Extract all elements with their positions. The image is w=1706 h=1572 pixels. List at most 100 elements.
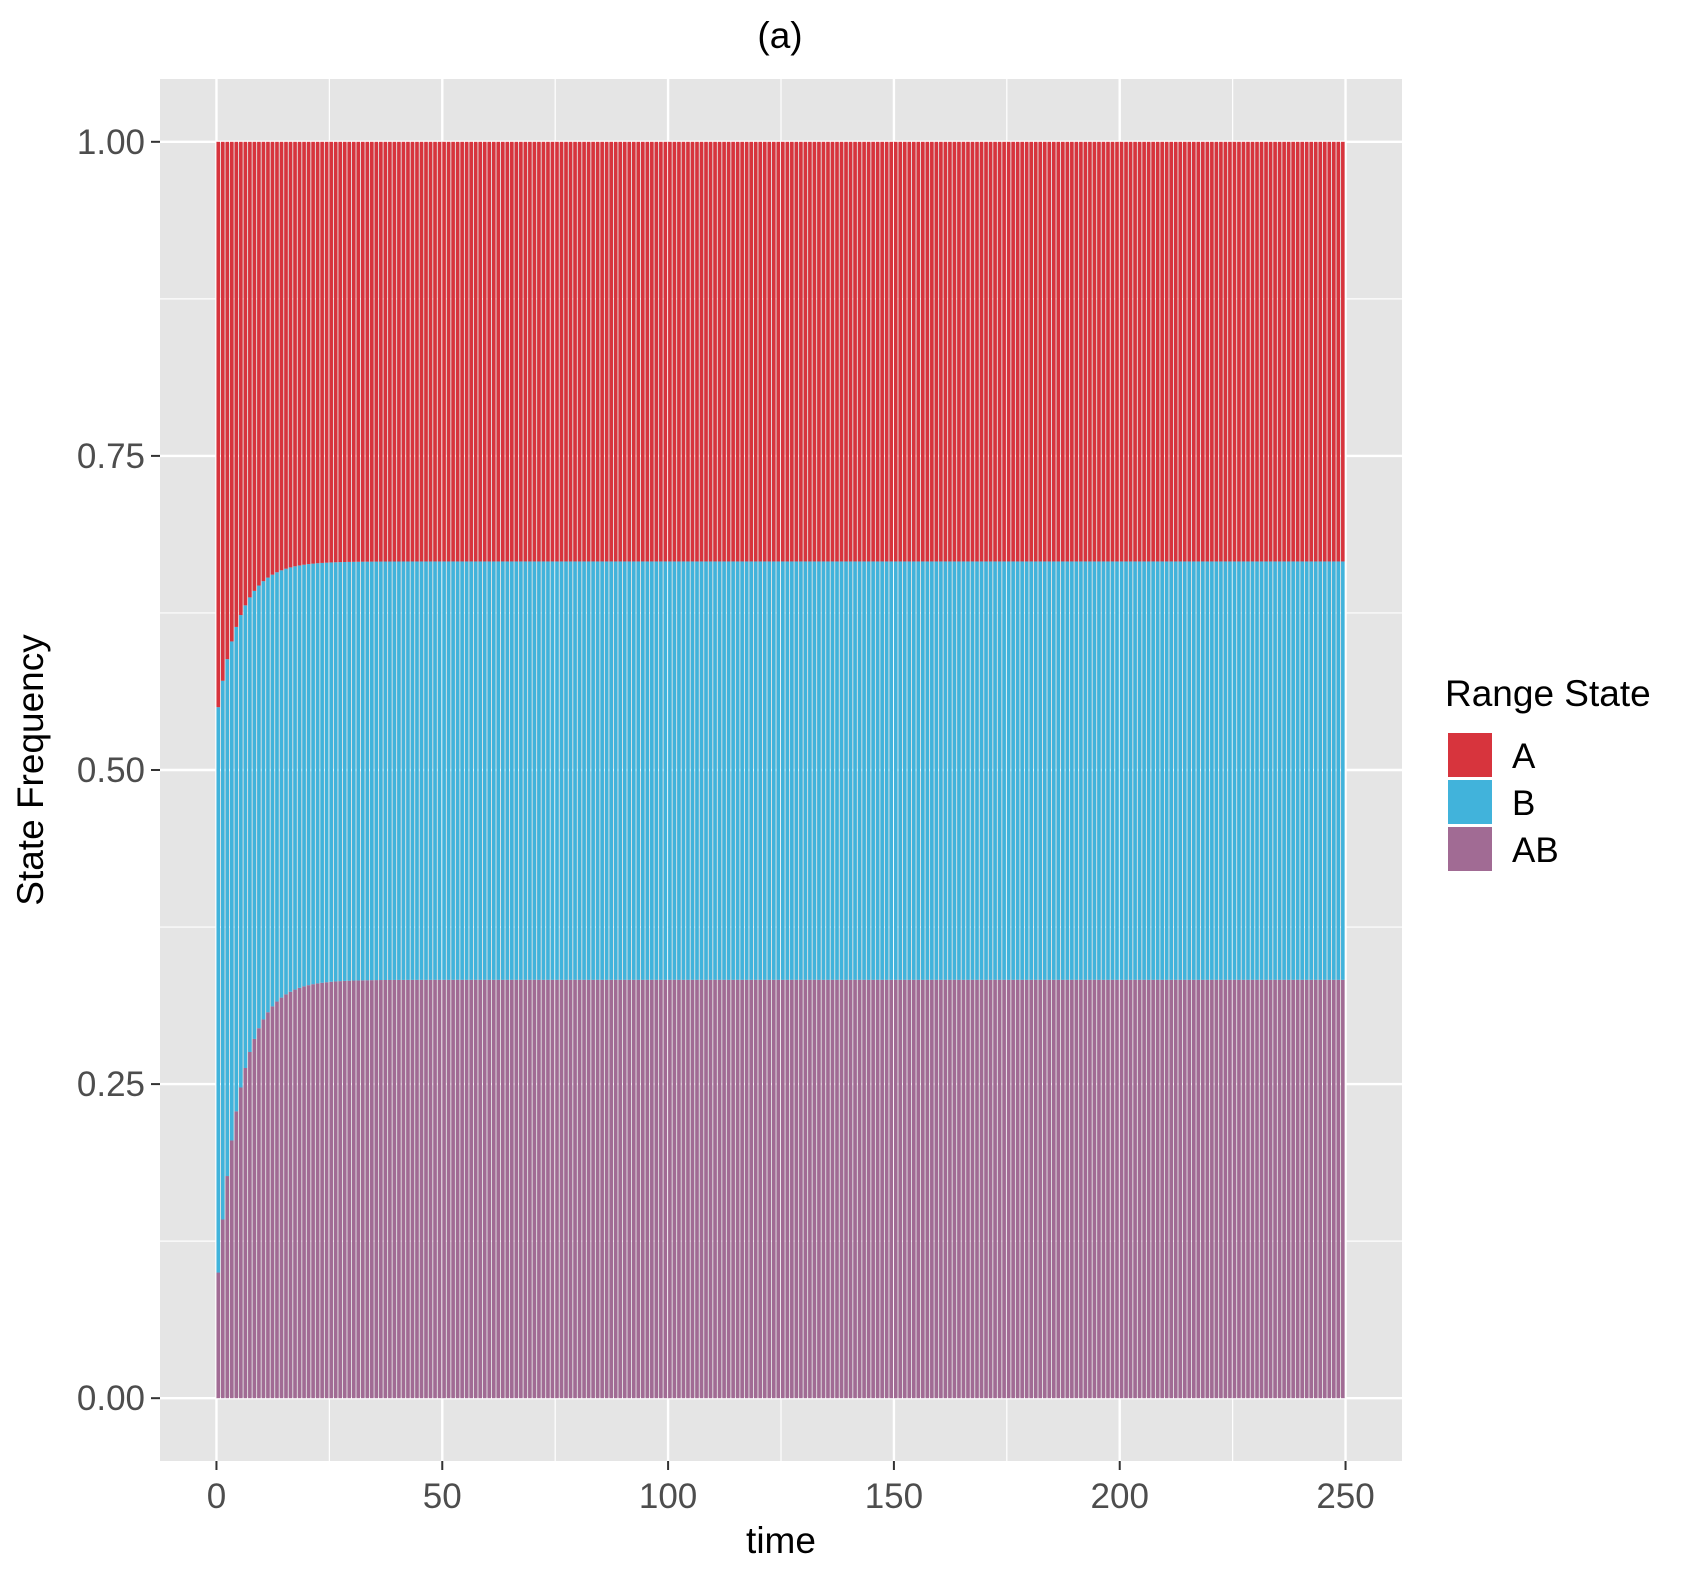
bar-B — [803, 561, 808, 980]
bar-AB — [622, 979, 627, 1399]
bar-AB — [762, 979, 767, 1399]
bar-B — [1119, 561, 1124, 980]
bar-AB — [609, 979, 613, 1399]
bar-AB — [1259, 979, 1264, 1399]
bar-A — [695, 141, 699, 562]
bar-AB — [781, 979, 785, 1399]
bar-B — [586, 561, 591, 980]
bar-A — [1232, 141, 1237, 562]
bar-AB — [1065, 979, 1070, 1399]
bar-B — [523, 561, 528, 980]
bar-AB — [717, 979, 722, 1399]
bar-B — [934, 561, 939, 980]
bar-A — [1106, 141, 1110, 562]
x-tick-label: 100 — [639, 1477, 697, 1516]
bar-A — [848, 141, 853, 562]
bar-AB — [1219, 979, 1223, 1399]
bar-AB — [555, 979, 559, 1399]
bar-B — [1024, 561, 1029, 980]
bar-AB — [970, 979, 975, 1399]
bar-A — [270, 141, 275, 575]
bar-AB — [1187, 979, 1192, 1399]
bar-AB — [469, 979, 473, 1399]
bar-AB — [803, 979, 808, 1399]
bar-A — [1006, 141, 1011, 562]
bar-AB — [1137, 979, 1142, 1399]
bar-B — [1178, 561, 1183, 980]
bar-B — [388, 561, 392, 980]
bar-B — [568, 561, 573, 980]
bar-B — [1133, 561, 1137, 980]
bar-A — [866, 141, 871, 562]
plot-title: (a) — [757, 15, 802, 56]
bar-A — [1214, 141, 1219, 562]
legend-key-A — [1448, 733, 1492, 777]
bar-A — [1142, 141, 1146, 562]
bar-B — [1277, 561, 1282, 980]
bar-B — [830, 561, 835, 980]
bar-AB — [1164, 979, 1169, 1399]
bar-B — [631, 561, 636, 980]
bar-B — [1295, 561, 1300, 980]
bar-A — [546, 141, 550, 562]
bar-AB — [722, 979, 726, 1399]
bar-A — [790, 141, 794, 562]
bar-AB — [844, 979, 848, 1399]
bar-A — [1318, 141, 1323, 562]
bar-AB — [410, 979, 415, 1399]
bar-B — [677, 561, 681, 980]
bar-A — [1024, 141, 1029, 562]
bar-B — [559, 561, 564, 980]
bar-B — [681, 561, 686, 980]
bar-B — [1273, 561, 1277, 980]
bar-AB — [699, 979, 704, 1399]
bar-A — [902, 141, 907, 562]
bar-B — [306, 564, 311, 986]
bar-AB — [311, 984, 315, 1399]
x-tick-label: 250 — [1316, 1477, 1374, 1516]
bar-AB — [1246, 979, 1250, 1399]
bar-B — [252, 590, 257, 1039]
bar-AB — [338, 981, 343, 1399]
bar-A — [306, 141, 311, 565]
bar-B — [686, 561, 690, 980]
bar-A — [984, 141, 988, 562]
bar-B — [1255, 561, 1259, 980]
bar-AB — [1124, 979, 1128, 1399]
bar-B — [1201, 561, 1205, 980]
bar-AB — [1309, 979, 1314, 1399]
bar-B — [722, 561, 726, 980]
bar-A — [717, 141, 722, 562]
bar-A — [600, 141, 604, 562]
bar-AB — [1083, 979, 1088, 1399]
bar-A — [532, 141, 537, 562]
bar-A — [347, 141, 352, 562]
bar-A — [604, 141, 609, 562]
bar-AB — [342, 980, 347, 1399]
bar-B — [1205, 561, 1210, 980]
bar-AB — [1313, 979, 1318, 1399]
bar-B — [1313, 561, 1318, 980]
bar-AB — [261, 1019, 266, 1399]
bar-B — [510, 561, 514, 980]
bar-AB — [230, 1140, 234, 1399]
bar-AB — [830, 979, 835, 1399]
bar-B — [866, 561, 871, 980]
bar-AB — [491, 979, 496, 1399]
bar-AB — [370, 980, 374, 1399]
bar-A — [762, 141, 767, 562]
bar-AB — [577, 979, 582, 1399]
bar-AB — [1214, 979, 1219, 1399]
bar-B — [957, 561, 961, 980]
bar-A — [397, 141, 401, 562]
bar-B — [243, 605, 248, 1068]
bar-A — [410, 141, 415, 562]
bar-AB — [514, 979, 519, 1399]
axes: 0 50 100 150 200 250 0.00 0.25 0.50 0.75 1.00 — [77, 123, 1375, 1516]
bar-AB — [1011, 979, 1015, 1399]
bar-A — [370, 141, 374, 562]
bar-AB — [1173, 979, 1178, 1399]
bar-AB — [243, 1067, 248, 1399]
bar-AB — [988, 979, 993, 1399]
bar-A — [1056, 141, 1061, 562]
